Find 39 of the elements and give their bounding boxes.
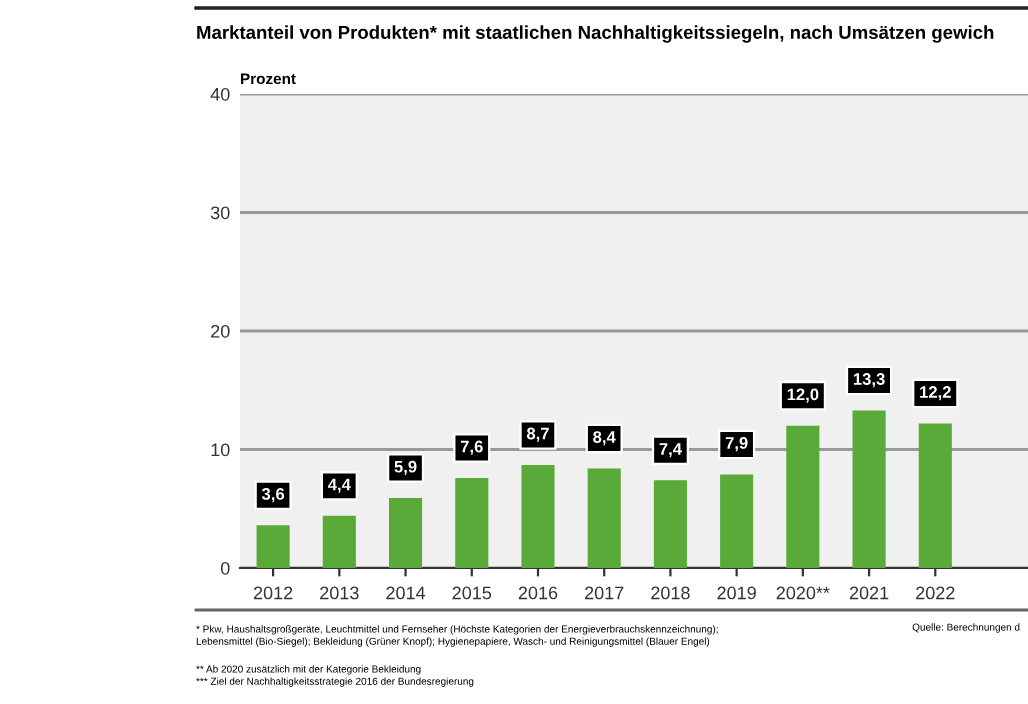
data-label: 13,3 <box>853 373 885 388</box>
bar <box>388 498 423 568</box>
chart-title: Marktanteil von Produkten* mit staatlichen Nachhaltigkeitssiegeln, nach Umsätzen gewich <box>197 25 994 43</box>
data-label: 8,4 <box>593 431 616 446</box>
x-tick-label: 2016 <box>518 586 558 600</box>
bar <box>455 477 489 568</box>
bar <box>653 480 687 568</box>
bar <box>918 423 952 568</box>
x-tick-label: 2022 <box>916 586 955 600</box>
y-tick-label: 30 <box>210 206 230 220</box>
data-label: 5,9 <box>394 460 417 475</box>
data-label: 7,9 <box>725 437 748 452</box>
data-label: 4,4 <box>328 478 351 493</box>
data-label: 8,7 <box>526 427 549 442</box>
bar <box>587 468 621 568</box>
data-label: 7,4 <box>659 443 682 458</box>
bar <box>521 464 555 568</box>
x-tick-label: 2012 <box>253 586 293 600</box>
x-tick-label: 2017 <box>585 586 624 600</box>
data-label: 12,0 <box>787 388 819 403</box>
bar <box>786 425 820 568</box>
bar <box>720 474 754 568</box>
x-tick-label: 2019 <box>717 586 756 600</box>
x-tick-label: 2018 <box>651 586 690 600</box>
y-tick-label: 20 <box>211 324 230 338</box>
data-label: 7,6 <box>460 440 483 455</box>
x-tick-label: 2021 <box>849 586 889 600</box>
x-tick-label: 2013 <box>320 586 359 600</box>
x-tick-label: 2015 <box>452 586 492 600</box>
x-tick-label: 2014 <box>386 586 426 600</box>
y-tick-label: 0 <box>220 561 230 575</box>
data-label: 3,6 <box>261 488 285 503</box>
y-tick-label: 10 <box>211 443 230 457</box>
x-tick-label: 2020** <box>776 586 830 600</box>
bar <box>256 525 290 568</box>
bar <box>852 410 886 568</box>
bar <box>322 515 356 568</box>
data-label: 12,2 <box>920 386 951 401</box>
y-tick-label: 40 <box>210 87 230 101</box>
